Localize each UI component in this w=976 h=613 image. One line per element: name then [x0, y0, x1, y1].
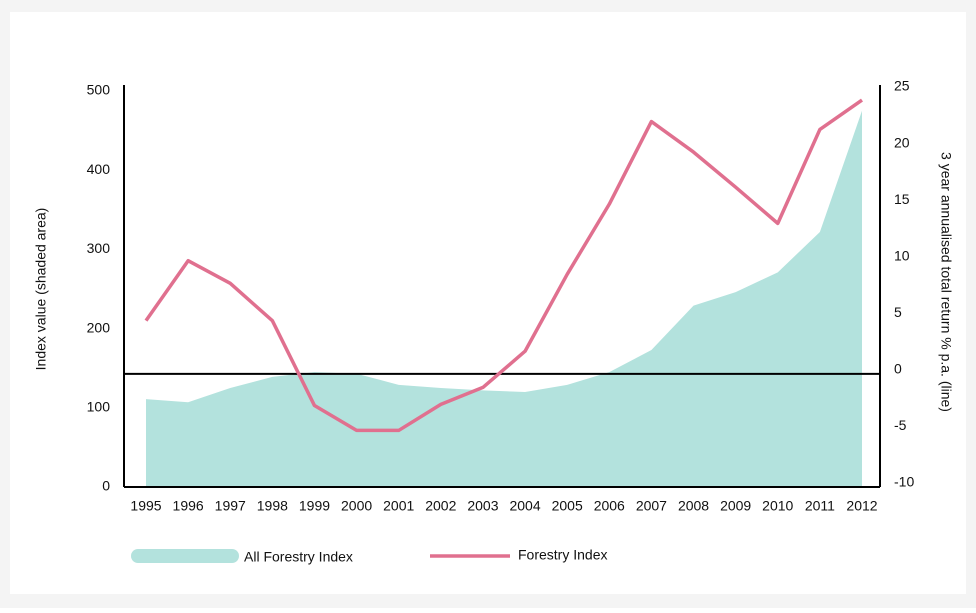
x-tick-label: 2008 — [678, 498, 709, 514]
y2-axis-title: 3 year annualised total return % p.a. (l… — [938, 152, 954, 412]
y-tick-label: 200 — [87, 319, 111, 335]
y2-tick-label: 0 — [894, 361, 902, 377]
x-tick-label: 2003 — [467, 498, 498, 514]
x-tick-label: 1999 — [299, 498, 330, 514]
legend-label: Forestry Index — [518, 547, 607, 563]
y2-tick-label: 15 — [894, 191, 910, 207]
x-tick-label: 2006 — [594, 498, 625, 514]
x-tick-label: 2012 — [846, 498, 877, 514]
x-tick-label: 2009 — [720, 498, 751, 514]
x-tick-label: 2010 — [762, 498, 793, 514]
x-tick-label: 2011 — [805, 498, 835, 514]
x-tick-label: 1997 — [215, 498, 246, 514]
x-tick-label: 2000 — [341, 498, 372, 514]
area — [146, 110, 862, 488]
y-tick-label: 0 — [102, 478, 110, 494]
y-tick-label: 300 — [87, 240, 111, 256]
y2-tick-label: 5 — [894, 304, 902, 320]
y-axis-title: Index value (shaded area) — [33, 208, 49, 371]
y-tick-label: 100 — [87, 399, 111, 415]
legend-label: All Forestry Index — [244, 549, 353, 565]
x-tick-label: 1998 — [257, 498, 288, 514]
x-tick-label: 1995 — [130, 498, 161, 514]
x-tick-label: 1996 — [173, 498, 204, 514]
y2-tick-label: 10 — [894, 247, 910, 263]
x-tick-label: 2007 — [636, 498, 667, 514]
y2-tick-label: 25 — [894, 78, 910, 94]
x-tick-label: 2002 — [425, 498, 456, 514]
x-tick-label: 2005 — [552, 498, 583, 514]
y-tick-label: 400 — [87, 161, 111, 177]
x-tick-label: 2001 — [383, 498, 414, 514]
y2-tick-label: -10 — [894, 474, 914, 490]
y2-tick-label: 20 — [894, 134, 910, 150]
line — [144, 98, 864, 433]
y-tick-label: 500 — [87, 82, 111, 98]
x-tick-label: 2004 — [509, 498, 540, 514]
y2-tick-label: -5 — [894, 417, 907, 433]
